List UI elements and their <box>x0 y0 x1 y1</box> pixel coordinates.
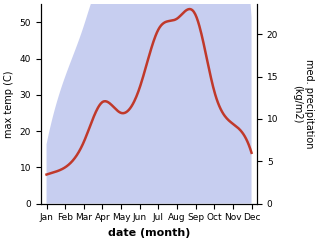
Y-axis label: max temp (C): max temp (C) <box>4 70 14 138</box>
Y-axis label: med. precipitation
(kg/m2): med. precipitation (kg/m2) <box>292 59 314 149</box>
X-axis label: date (month): date (month) <box>108 228 190 238</box>
